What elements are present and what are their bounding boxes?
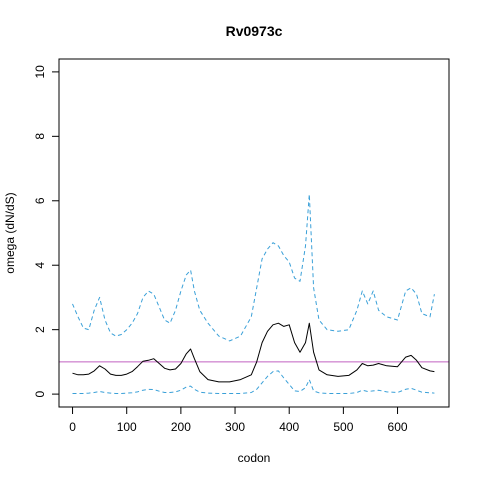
x-axis-label: codon: [238, 451, 271, 465]
y-tick-label: 4: [33, 262, 47, 269]
upper-bound-line: [72, 193, 435, 342]
y-tick-label: 2: [33, 326, 47, 333]
plot-area: 0 100 200 300 400 500 600 0 2 4 6 8 10: [33, 65, 449, 434]
y-tick-label: 10: [33, 65, 47, 79]
x-tick-label: 300: [225, 420, 245, 434]
x-tick-label: 600: [388, 420, 408, 434]
omega-estimate-line: [72, 322, 435, 383]
lower-bound-line: [72, 370, 435, 394]
y-tick-label: 8: [33, 133, 47, 140]
y-tick-label: 0: [33, 390, 47, 397]
plot-frame: [58, 58, 450, 408]
x-tick-label: 400: [279, 420, 299, 434]
x-tick-label: 500: [333, 420, 353, 434]
x-tick-label: 0: [69, 420, 76, 434]
y-axis-label: omega (dN/dS): [3, 192, 17, 273]
x-tick-label: 200: [171, 420, 191, 434]
x-tick-label: 100: [117, 420, 137, 434]
chart-title: Rv0973c: [226, 23, 283, 39]
y-tick-label: 6: [33, 197, 47, 204]
